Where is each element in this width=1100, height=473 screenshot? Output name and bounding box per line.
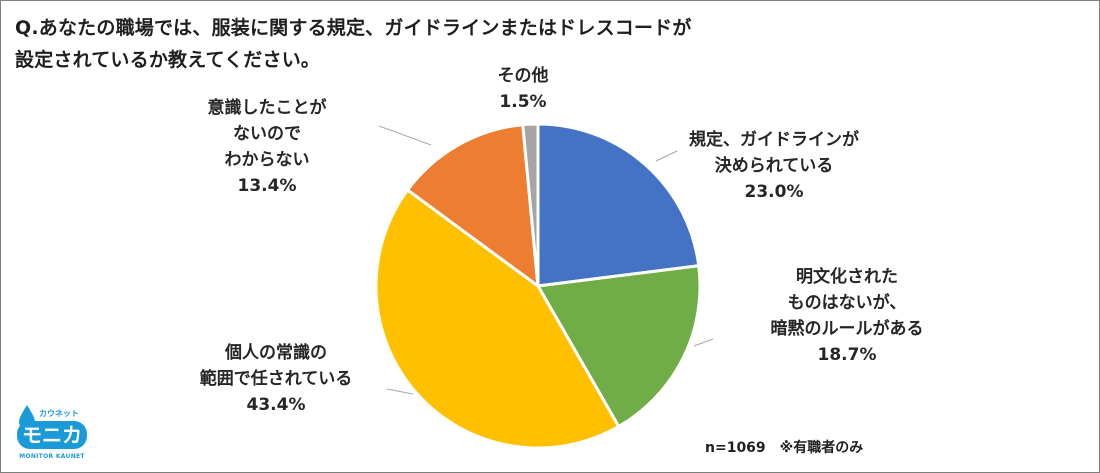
slice-category-label: ものはないが、 <box>788 292 907 313</box>
slice-value-label: 18.7% <box>818 345 877 365</box>
slice-value-label: 43.4% <box>247 395 306 415</box>
slice-category-label: 範囲で任されている <box>200 368 353 389</box>
pie-slice <box>536 264 702 428</box>
slice-value-label: 1.5% <box>499 92 546 112</box>
slice-category-label: その他 <box>498 65 549 86</box>
leader-line <box>655 150 678 162</box>
slice-value-label: 23.0% <box>745 182 804 202</box>
leader-line <box>378 125 432 146</box>
leader-line <box>386 388 414 395</box>
slice-category-label: 個人の常識の <box>224 342 327 363</box>
pie-slice <box>374 188 621 450</box>
logo-foot-text: MONITOR KAUNET <box>19 453 85 460</box>
leader-line <box>693 338 714 347</box>
slice-category-label: 暗黙のルールがある <box>771 318 924 339</box>
slice-category-label: 決められている <box>715 155 834 176</box>
question-title-line1: Q.あなたの職場では、服装に関する規定、ガイドラインまたはドレスコードが <box>15 17 692 39</box>
logo-main-text: モニカ <box>22 423 82 447</box>
monica-logo: カウネット モニカ MONITOR KAUNET <box>17 405 87 460</box>
logo-small-text: カウネット <box>39 408 79 418</box>
slice-category-label: 意識したことが <box>208 97 327 118</box>
slice-value-label: 13.4% <box>238 176 297 196</box>
pie-slice <box>406 123 540 288</box>
slice-category-label: わからない <box>225 150 310 170</box>
sample-note: n=1069 ※有職者のみ <box>705 440 864 456</box>
pie-slice <box>521 122 540 288</box>
question-title-line2: 設定されているか教えてください。 <box>15 49 321 71</box>
pie-slice <box>536 122 701 288</box>
slice-category-label: 明文化された <box>796 266 898 287</box>
slice-category-label: ないので <box>233 124 301 144</box>
slice-category-label: 規定、ガイドラインが <box>689 129 859 150</box>
